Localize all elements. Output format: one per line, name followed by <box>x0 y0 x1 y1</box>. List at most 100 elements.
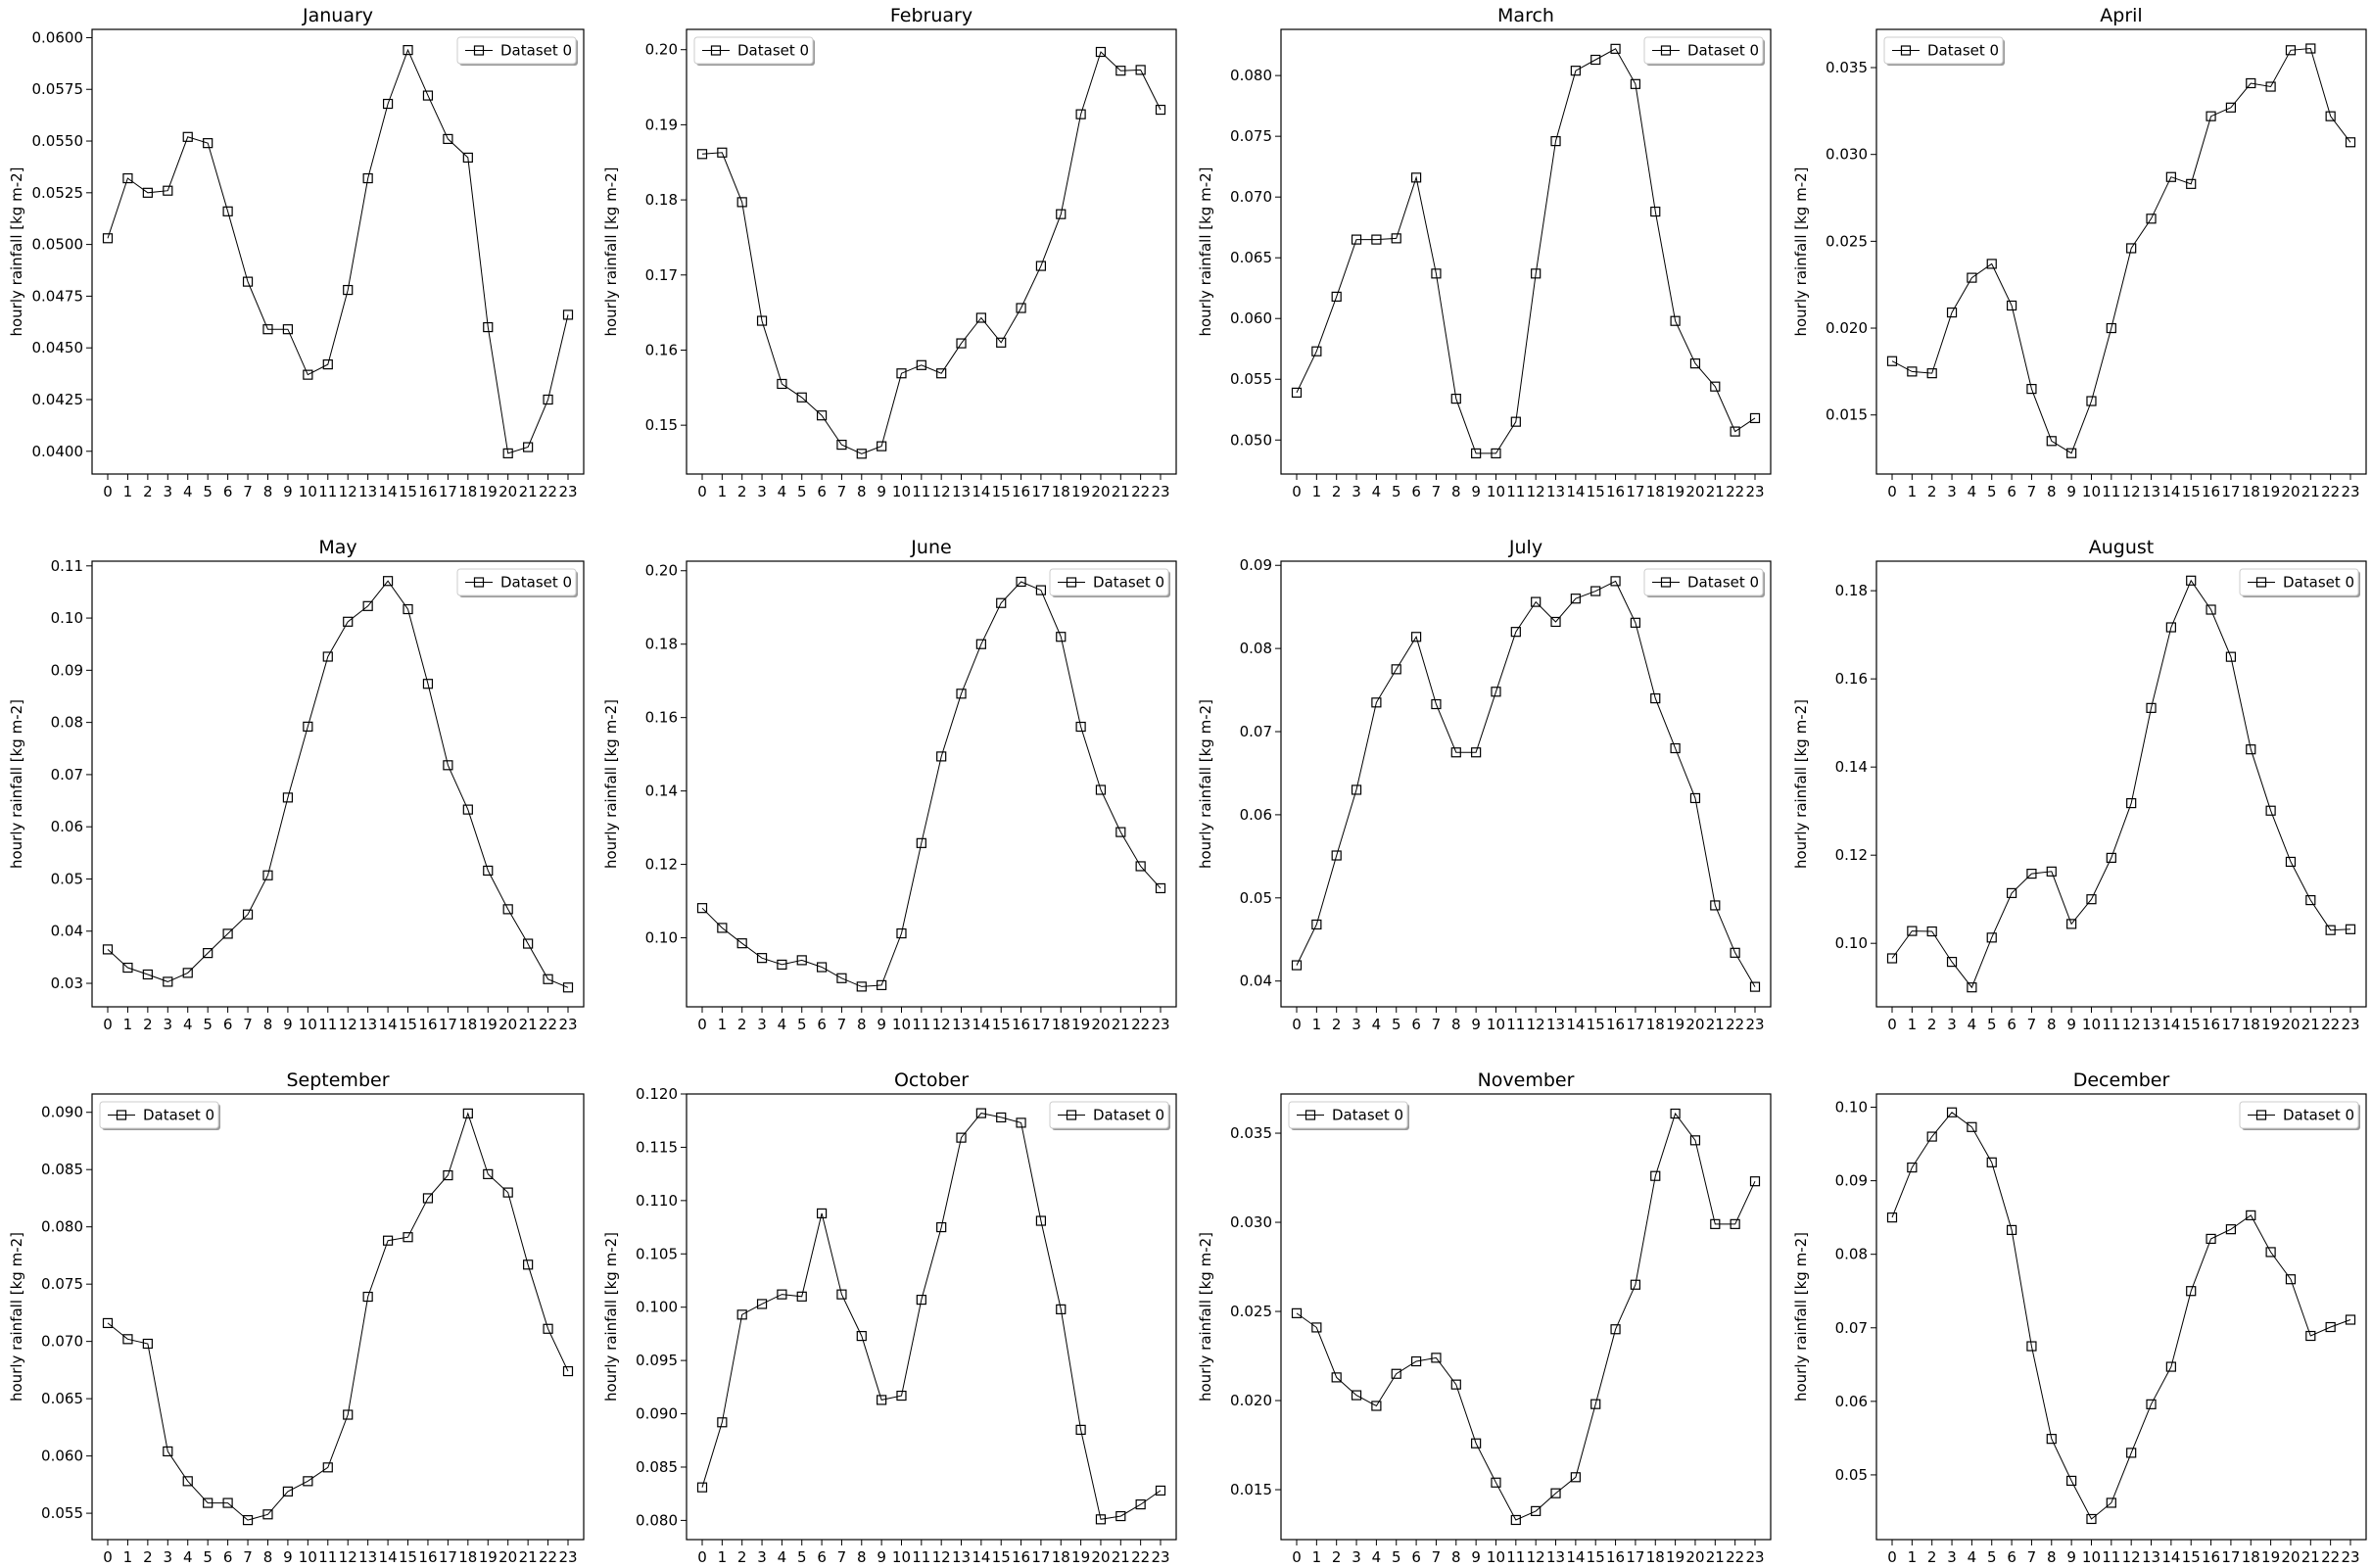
data-point <box>1610 576 1621 587</box>
data-point <box>1471 1438 1482 1449</box>
x-tick-label: 1 <box>123 483 133 500</box>
data-point <box>1670 1108 1681 1119</box>
y-tick-label: 0.025 <box>1230 1303 1272 1320</box>
x-tick-label: 6 <box>1411 483 1421 500</box>
y-tick-label: 0.070 <box>41 1333 83 1351</box>
data-point <box>1650 1170 1661 1181</box>
x-tick-label: 2 <box>737 1548 747 1566</box>
y-tick-label: 0.080 <box>636 1511 678 1529</box>
x-tick-label: 22 <box>539 1548 557 1566</box>
data-point <box>1095 784 1107 795</box>
y-axis-label: hourly rainfall [kg m-2] <box>1197 699 1214 869</box>
legend-marker <box>1066 577 1077 588</box>
x-tick-label: 12 <box>1527 483 1545 500</box>
x-tick-label: 5 <box>1392 483 1401 500</box>
data-point <box>2225 102 2237 113</box>
x-tick-label: 22 <box>2321 483 2340 500</box>
x-tick-label: 11 <box>2102 483 2120 500</box>
data-point <box>1095 46 1107 58</box>
legend: Dataset 0 <box>99 1101 220 1130</box>
data-point <box>142 187 153 198</box>
axes-frame <box>686 560 1177 1008</box>
x-tick-label: 4 <box>183 1548 193 1566</box>
x-tick-label: 7 <box>837 1016 847 1033</box>
legend-marker <box>1305 1110 1316 1120</box>
data-point <box>2026 1341 2037 1352</box>
data-point <box>1371 1401 1382 1411</box>
data-point <box>1471 448 1482 459</box>
data-point <box>1391 1368 1401 1379</box>
chart-panel-may: May hourly rainfall [kg m-2] 0.03 0.04 0.05 0… <box>8 537 585 1033</box>
x-tick-label: 5 <box>797 483 807 500</box>
y-tick-label: 0.08 <box>1835 1246 1868 1263</box>
x-tick-label: 17 <box>2221 1016 2240 1033</box>
data-point <box>1351 234 1362 245</box>
data-point <box>163 185 173 196</box>
data-point <box>2146 1399 2157 1409</box>
x-tick-label: 11 <box>1506 483 1525 500</box>
y-tick-label: 0.030 <box>1826 146 1868 164</box>
x-tick-label: 8 <box>2047 1548 2057 1566</box>
x-tick-label: 12 <box>339 1016 357 1033</box>
x-tick-label: 16 <box>1012 483 1030 500</box>
x-tick-label: 7 <box>837 1548 847 1566</box>
y-tick-label: 0.16 <box>645 341 678 358</box>
data-point <box>1056 632 1067 642</box>
y-tick-label: 0.06 <box>1240 806 1272 824</box>
x-tick-label: 9 <box>2066 1016 2076 1033</box>
data-point <box>1331 291 1342 302</box>
y-tick-label: 0.09 <box>1835 1172 1868 1190</box>
data-point <box>562 982 574 993</box>
data-point <box>2106 1497 2116 1508</box>
x-tick-label: 3 <box>757 1548 767 1566</box>
x-tick-label: 8 <box>263 483 273 500</box>
x-tick-label: 20 <box>1091 1016 1110 1033</box>
data-point <box>1410 1355 1422 1367</box>
data-point <box>1035 1215 1047 1226</box>
x-tick-label: 19 <box>2261 1548 2280 1566</box>
data-point <box>422 1193 434 1204</box>
axes-frame <box>91 1093 585 1541</box>
x-tick-label: 18 <box>1052 1016 1070 1033</box>
data-point <box>696 1482 708 1493</box>
x-tick-label: 13 <box>358 483 377 500</box>
x-tick-label: 18 <box>458 1548 477 1566</box>
chart-title: October <box>894 1069 969 1091</box>
x-tick-label: 4 <box>1968 1016 1977 1033</box>
chart-title: August <box>2089 537 2155 558</box>
data-point <box>1035 585 1047 595</box>
data-point <box>1570 66 1581 76</box>
data-point <box>736 197 747 208</box>
data-point <box>1531 1505 1542 1516</box>
data-point <box>2305 43 2316 54</box>
y-tick-label: 0.100 <box>636 1299 678 1316</box>
data-point <box>777 1289 787 1300</box>
x-tick-label: 0 <box>697 483 707 500</box>
chart-panel-january: January hourly rainfall [kg m-2] 0.0400 0.0… <box>8 5 585 500</box>
x-tick-label: 20 <box>1685 483 1704 500</box>
chart-panel-april: April hourly rainfall [kg m-2] 0.015 0.020 0… <box>1792 5 2367 500</box>
x-tick-label: 22 <box>1726 1016 1744 1033</box>
x-tick-label: 21 <box>1706 1548 1725 1566</box>
x-tick-label: 0 <box>1292 1016 1302 1033</box>
x-tick-label: 6 <box>2007 1548 2016 1566</box>
data-point <box>1115 66 1126 76</box>
x-tick-label: 10 <box>2082 1548 2101 1566</box>
y-tick-label: 0.080 <box>41 1218 83 1236</box>
data-point <box>1710 381 1721 392</box>
x-tick-label: 13 <box>1546 483 1565 500</box>
chart-panel-october: October hourly rainfall [kg m-2] 0.080 0.08… <box>602 1069 1177 1566</box>
chart-panel-december: December hourly rainfall [kg m-2] 0.05 0.06… <box>1792 1069 2367 1566</box>
x-tick-label: 0 <box>1887 1016 1897 1033</box>
x-tick-label: 15 <box>399 1548 417 1566</box>
x-tick-label: 22 <box>2321 1016 2340 1033</box>
data-point <box>2345 924 2356 934</box>
legend: Dataset 0 <box>2239 1101 2360 1130</box>
data-point <box>1926 926 1937 937</box>
x-tick-label: 13 <box>358 1548 377 1566</box>
x-tick-label: 19 <box>1666 1016 1684 1033</box>
x-tick-label: 2 <box>1927 1016 1937 1033</box>
x-tick-label: 16 <box>1606 1016 1625 1033</box>
y-tick-label: 0.015 <box>1230 1481 1272 1498</box>
data-point <box>1590 1399 1601 1409</box>
